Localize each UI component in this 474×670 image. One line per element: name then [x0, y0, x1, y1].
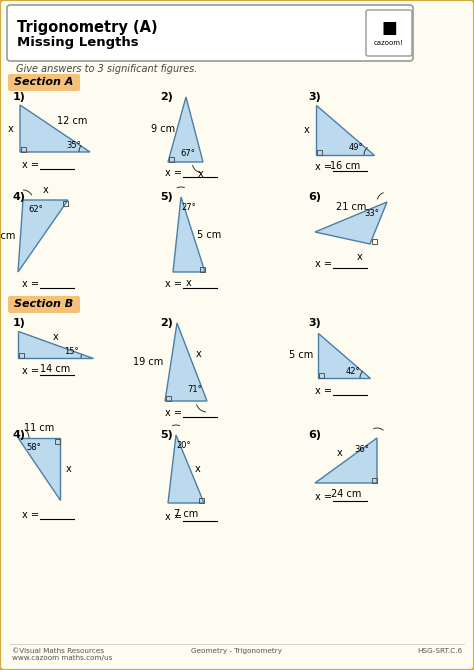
Text: Section A: Section A	[14, 77, 73, 87]
Text: 16 cm: 16 cm	[330, 161, 360, 171]
Polygon shape	[165, 323, 207, 401]
Text: x =: x =	[22, 279, 39, 289]
Text: 49°: 49°	[349, 143, 363, 153]
Text: 3): 3)	[308, 92, 321, 102]
Text: 2): 2)	[160, 92, 173, 102]
Polygon shape	[316, 105, 374, 155]
Bar	[319, 373, 324, 378]
Text: 71°: 71°	[188, 385, 202, 393]
Text: 17 cm: 17 cm	[0, 231, 16, 241]
Polygon shape	[318, 333, 370, 378]
Text: 33°: 33°	[365, 208, 380, 218]
Text: x: x	[43, 185, 48, 195]
Text: x: x	[7, 123, 13, 133]
Bar	[19, 353, 24, 358]
Text: x: x	[186, 278, 192, 288]
Polygon shape	[18, 200, 68, 272]
Text: 42°: 42°	[346, 366, 360, 375]
Text: 12 cm: 12 cm	[57, 115, 87, 125]
Text: 58°: 58°	[27, 442, 41, 452]
FancyBboxPatch shape	[366, 10, 412, 56]
Text: 62°: 62°	[28, 206, 44, 214]
Text: 24 cm: 24 cm	[331, 489, 361, 499]
Text: x =: x =	[315, 386, 332, 396]
Text: Section B: Section B	[14, 299, 73, 309]
Text: HSG-SRT.C.6: HSG-SRT.C.6	[417, 648, 462, 654]
Text: Give answers to 3 significant figures.: Give answers to 3 significant figures.	[16, 64, 197, 74]
Bar	[372, 239, 377, 244]
Polygon shape	[168, 97, 203, 162]
Bar	[166, 396, 171, 401]
Text: x =: x =	[315, 162, 332, 172]
Text: Missing Lengths: Missing Lengths	[17, 36, 138, 49]
Text: 6): 6)	[308, 430, 321, 440]
Text: ■: ■	[381, 19, 397, 37]
Text: 19 cm: 19 cm	[133, 357, 163, 367]
FancyBboxPatch shape	[7, 5, 413, 61]
Bar	[199, 498, 204, 503]
Text: 5 cm: 5 cm	[289, 350, 313, 360]
Bar	[21, 147, 26, 152]
Text: 11 cm: 11 cm	[24, 423, 54, 433]
Text: Geometry - Trigonometry: Geometry - Trigonometry	[191, 648, 283, 654]
FancyBboxPatch shape	[8, 296, 80, 313]
Text: x: x	[303, 125, 309, 135]
Text: x =: x =	[22, 366, 39, 376]
Text: x =: x =	[165, 168, 182, 178]
Text: 6): 6)	[308, 192, 321, 202]
Polygon shape	[18, 331, 93, 358]
Text: 4): 4)	[13, 430, 26, 440]
Text: x =: x =	[165, 279, 182, 289]
Polygon shape	[20, 105, 90, 152]
Text: x: x	[66, 464, 72, 474]
Text: x: x	[53, 332, 58, 342]
Text: 5): 5)	[160, 192, 173, 202]
Text: 4): 4)	[13, 192, 26, 202]
Text: 35°: 35°	[67, 141, 82, 149]
Text: 7 cm: 7 cm	[174, 509, 198, 519]
Text: 9 cm: 9 cm	[151, 125, 175, 135]
Text: 3): 3)	[308, 318, 321, 328]
Bar	[317, 150, 322, 155]
Text: x: x	[196, 349, 202, 359]
Bar	[55, 439, 60, 444]
Bar	[200, 267, 205, 272]
Text: x =: x =	[165, 512, 182, 522]
Text: 1): 1)	[13, 92, 26, 102]
Text: x =: x =	[315, 259, 332, 269]
Text: cazoom!: cazoom!	[374, 40, 404, 46]
Text: 20°: 20°	[177, 440, 191, 450]
Text: x: x	[195, 464, 201, 474]
Text: 1): 1)	[13, 318, 26, 328]
Text: 15°: 15°	[64, 348, 78, 356]
Text: 21 cm: 21 cm	[336, 202, 366, 212]
Text: 67°: 67°	[181, 149, 195, 157]
Text: 14 cm: 14 cm	[40, 364, 71, 374]
Text: 5): 5)	[160, 430, 173, 440]
Text: x: x	[336, 448, 342, 458]
Polygon shape	[18, 438, 60, 500]
Text: x =: x =	[22, 160, 39, 170]
Text: 2): 2)	[160, 318, 173, 328]
Text: Trigonometry (A): Trigonometry (A)	[17, 20, 158, 35]
Bar	[169, 157, 174, 162]
Text: ©Visual Maths Resources
www.cazoom maths.com/us: ©Visual Maths Resources www.cazoom maths…	[12, 648, 112, 661]
Text: x =: x =	[165, 408, 182, 418]
Polygon shape	[315, 202, 387, 244]
Text: 36°: 36°	[355, 444, 369, 454]
Text: x: x	[357, 252, 363, 262]
Text: x: x	[198, 169, 204, 179]
FancyBboxPatch shape	[8, 74, 80, 91]
Text: x =: x =	[22, 510, 39, 520]
Text: 5 cm: 5 cm	[197, 230, 221, 239]
Polygon shape	[315, 438, 377, 483]
Bar	[63, 201, 68, 206]
Bar	[372, 478, 377, 483]
Polygon shape	[173, 197, 205, 272]
Polygon shape	[168, 435, 204, 503]
Text: 27°: 27°	[182, 202, 196, 212]
Text: x =: x =	[315, 492, 332, 502]
